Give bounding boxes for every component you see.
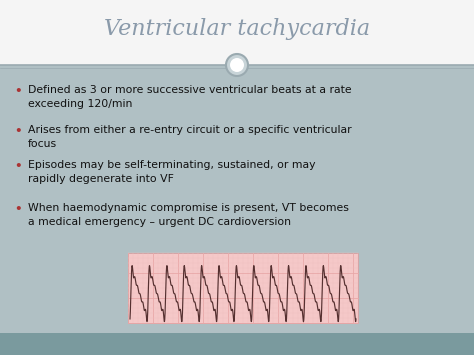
Text: Episodes may be self-terminating, sustained, or may
rapidly degenerate into VF: Episodes may be self-terminating, sustai… bbox=[28, 160, 316, 184]
Text: Arises from either a re-entry circuit or a specific ventricular
focus: Arises from either a re-entry circuit or… bbox=[28, 125, 352, 149]
Text: •: • bbox=[14, 203, 22, 216]
Bar bbox=[0, 333, 474, 355]
Text: •: • bbox=[14, 85, 22, 98]
Text: Ventricular tachycardia: Ventricular tachycardia bbox=[104, 17, 370, 39]
Circle shape bbox=[230, 58, 244, 72]
Text: •: • bbox=[14, 160, 22, 173]
Bar bbox=[0, 65, 474, 333]
Circle shape bbox=[226, 54, 248, 76]
Text: When haemodynamic compromise is present, VT becomes
a medical emergency – urgent: When haemodynamic compromise is present,… bbox=[28, 203, 349, 226]
Bar bbox=[128, 253, 358, 323]
Text: •: • bbox=[14, 125, 22, 138]
Bar bbox=[0, 0, 474, 65]
Text: Defined as 3 or more successive ventricular beats at a rate
exceeding 120/min: Defined as 3 or more successive ventricu… bbox=[28, 85, 352, 109]
